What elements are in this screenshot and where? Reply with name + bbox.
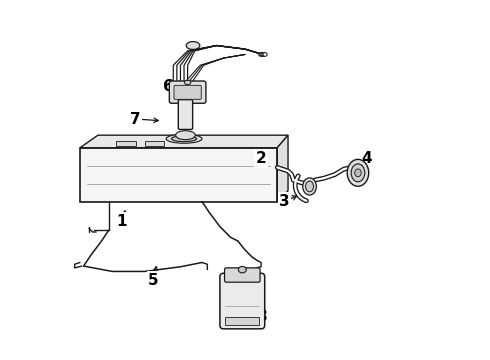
Ellipse shape <box>166 134 202 143</box>
Ellipse shape <box>263 53 267 56</box>
Ellipse shape <box>260 53 264 56</box>
Polygon shape <box>80 135 288 148</box>
Ellipse shape <box>186 41 200 49</box>
Ellipse shape <box>351 164 365 182</box>
Text: 5: 5 <box>148 273 159 288</box>
Ellipse shape <box>238 266 246 273</box>
Ellipse shape <box>303 178 317 195</box>
Bar <box>225 318 259 325</box>
Polygon shape <box>80 148 277 202</box>
FancyBboxPatch shape <box>178 100 193 130</box>
Ellipse shape <box>261 53 265 56</box>
Ellipse shape <box>262 53 266 56</box>
FancyBboxPatch shape <box>170 81 206 103</box>
Text: 8: 8 <box>256 309 267 324</box>
Ellipse shape <box>184 80 191 85</box>
Ellipse shape <box>355 169 361 177</box>
Ellipse shape <box>306 181 314 192</box>
Text: 3: 3 <box>279 194 290 209</box>
Ellipse shape <box>347 159 368 186</box>
FancyBboxPatch shape <box>224 268 260 282</box>
Text: 4: 4 <box>362 151 372 166</box>
Ellipse shape <box>175 131 196 140</box>
Polygon shape <box>277 135 288 202</box>
Text: 1: 1 <box>116 214 126 229</box>
Ellipse shape <box>172 136 196 141</box>
FancyBboxPatch shape <box>220 273 265 329</box>
FancyBboxPatch shape <box>174 85 201 99</box>
Text: 2: 2 <box>256 151 267 166</box>
Ellipse shape <box>259 53 263 56</box>
Text: 7: 7 <box>130 112 141 126</box>
Bar <box>145 140 164 146</box>
Text: 6: 6 <box>163 79 173 94</box>
Bar <box>116 140 136 146</box>
